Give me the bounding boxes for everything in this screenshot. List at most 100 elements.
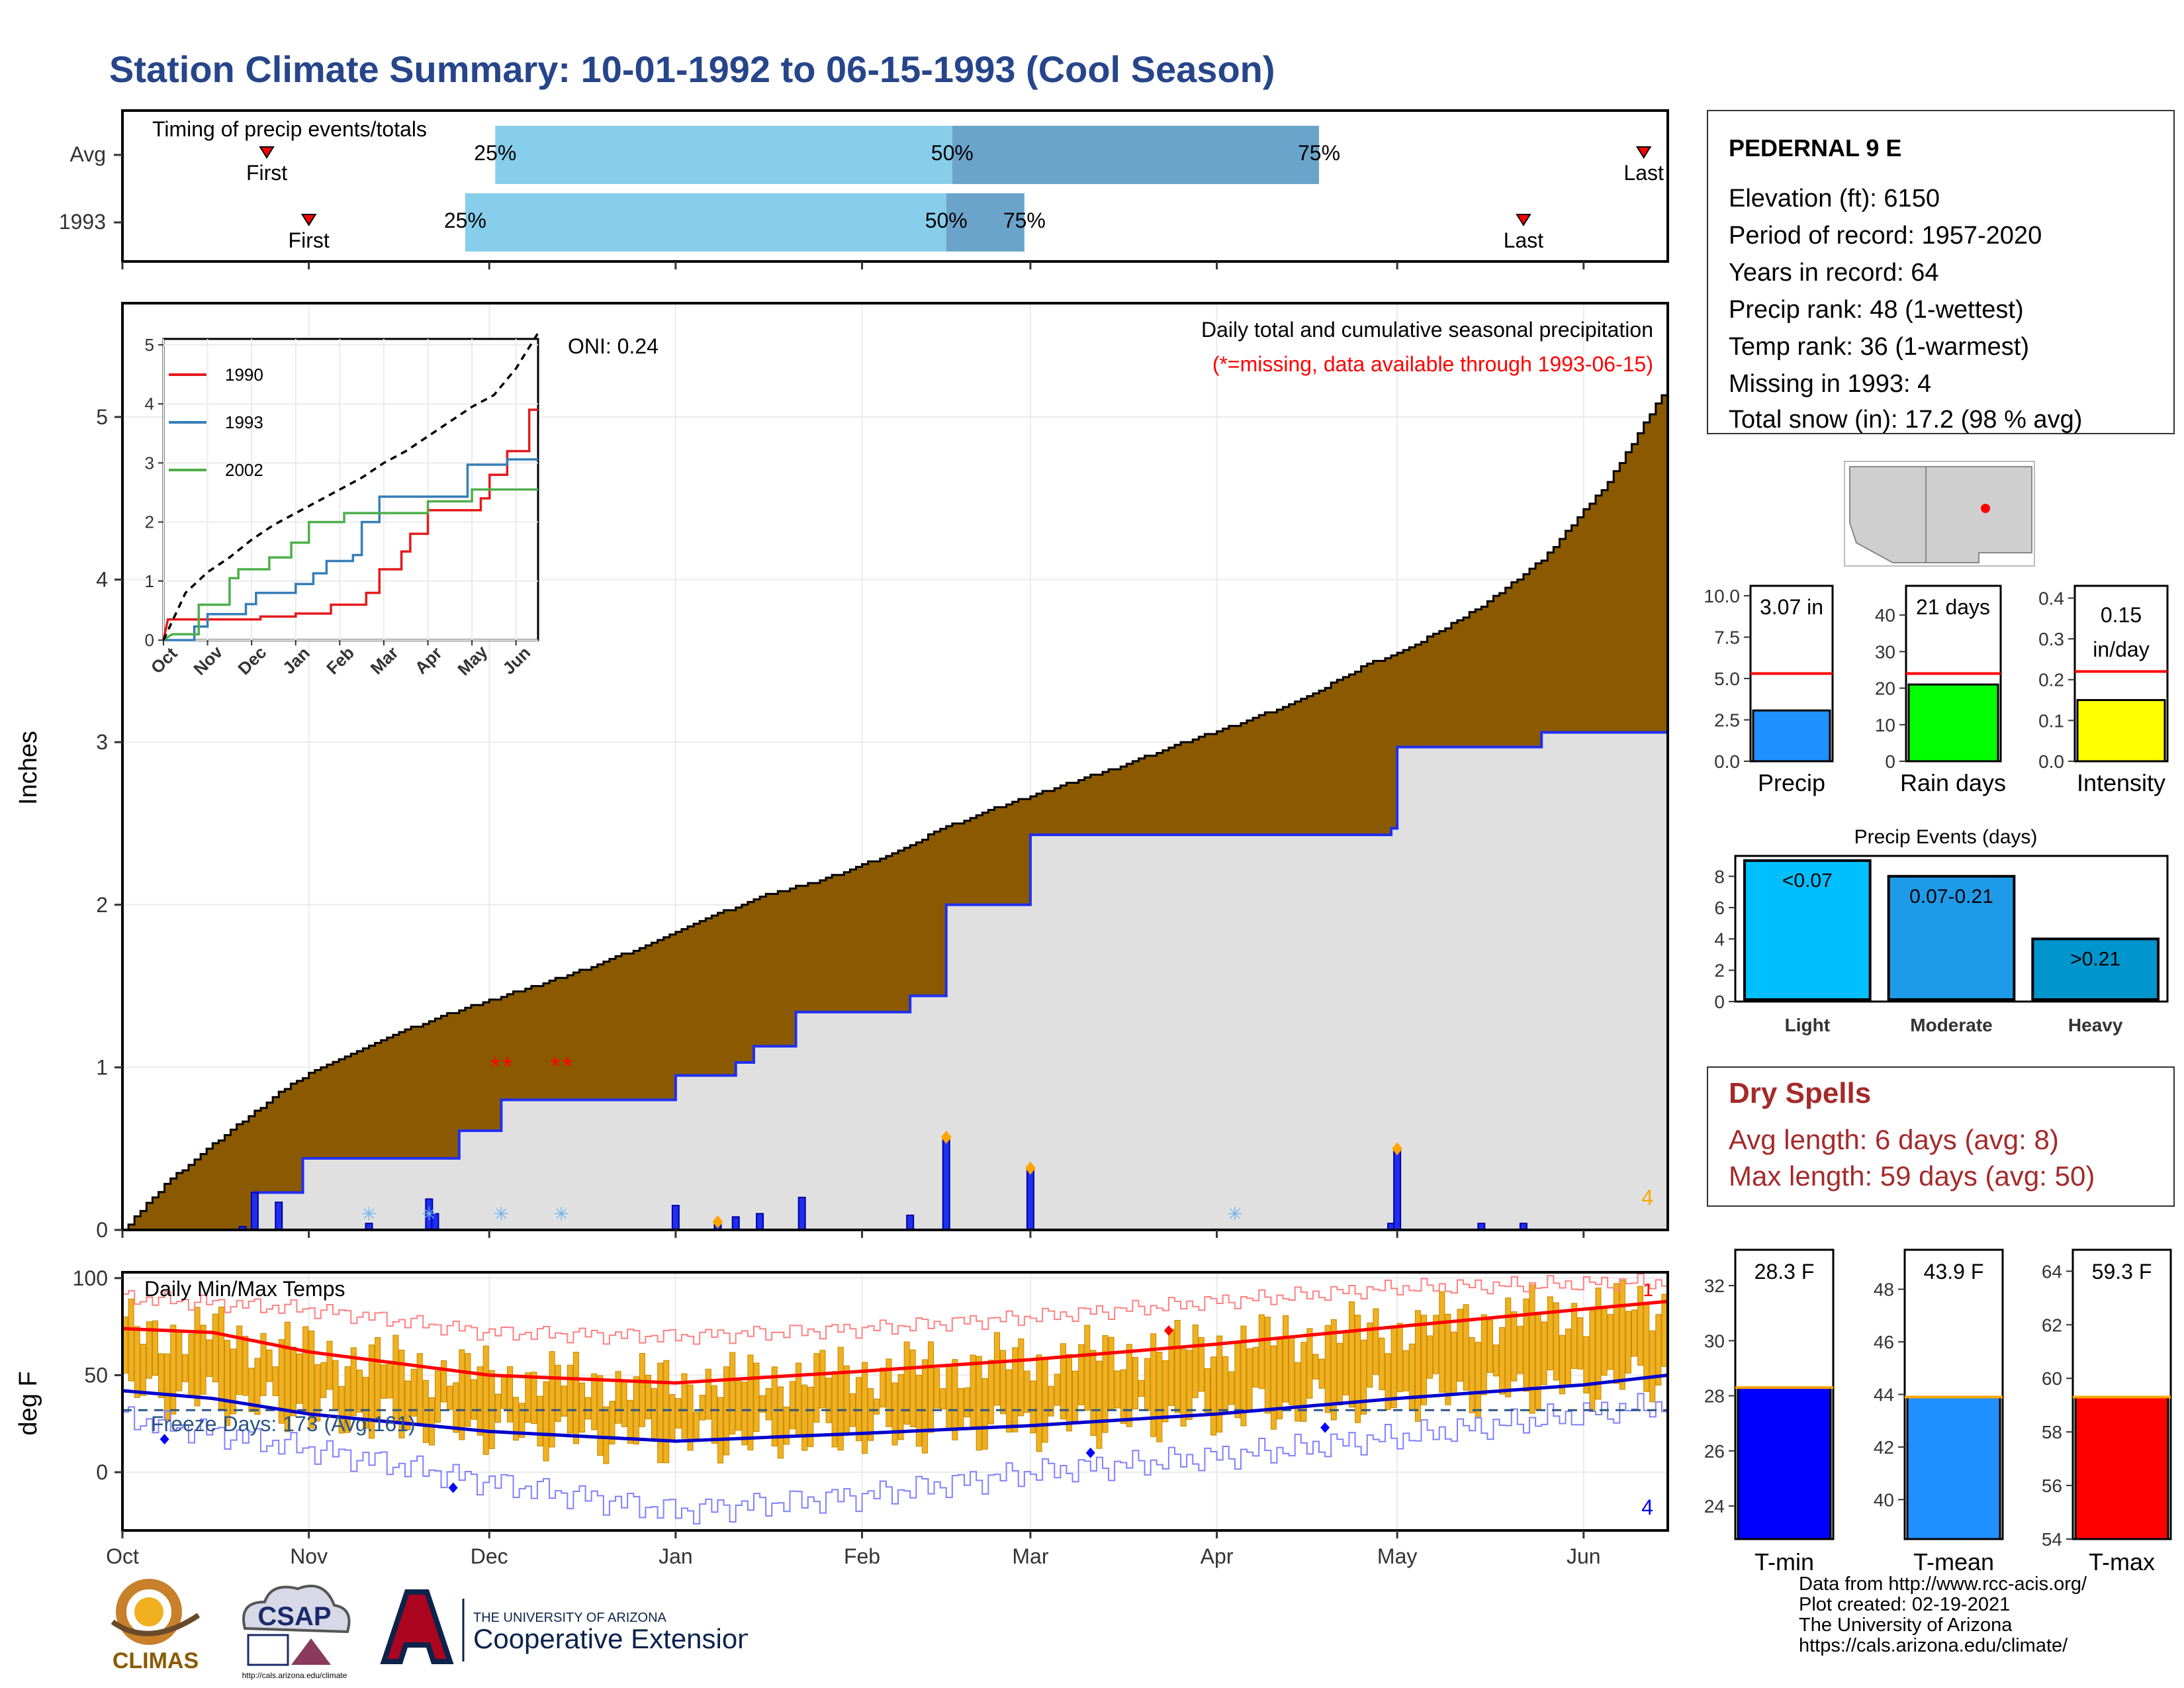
tmean-gauge-tick-label-46: 46 (1874, 1332, 1894, 1352)
tmean-gauge-tick-label-44: 44 (1874, 1385, 1894, 1405)
temp-day-bar-68 (531, 1372, 537, 1425)
temp-day-bar-159 (1078, 1344, 1085, 1405)
precip-event-marker-1993-03-01 (1024, 1161, 1036, 1175)
events-title: Precip Events (days) (1854, 826, 2038, 848)
temp-y-tick-label-100: 100 (73, 1266, 108, 1290)
temp-day-bar-165 (1114, 1370, 1120, 1409)
timing-y1993-label-75: 75% (1003, 209, 1046, 232)
temp-day-bar-199 (1318, 1358, 1325, 1389)
inset-y-ticks: 0 1 2 3 4 5 (145, 335, 163, 650)
temp-x-tick-label-jan: Jan (659, 1544, 693, 1568)
temp-day-bar-92 (675, 1398, 682, 1429)
temp-day-bar-174 (1168, 1329, 1175, 1406)
temp-day-bar-49 (416, 1353, 423, 1423)
map-station-dot (1981, 504, 1990, 513)
tmin-gauge: 24 26 28 30 32 28.3 F T-min (1704, 1248, 1835, 1575)
temp-day-bar-150 (1024, 1370, 1030, 1413)
temp-day-bar-115 (813, 1353, 820, 1423)
temp-day-bar-232 (1517, 1326, 1524, 1374)
temp-day-bar-131 (909, 1349, 916, 1427)
temp-day-bar-140 (964, 1387, 970, 1417)
temp-day-bar-223 (1463, 1304, 1469, 1391)
temp-day-bar-71 (549, 1351, 555, 1448)
temp-day-bar-21 (248, 1368, 255, 1413)
temp-day-bar-28 (290, 1346, 296, 1417)
temp-day-bar-256 (1661, 1293, 1668, 1367)
temp-day-bar-231 (1511, 1311, 1518, 1382)
temp-extreme-markers (159, 1325, 1330, 1493)
precip-y-tick-label-5: 5 (96, 405, 108, 429)
temp-day-bar-205 (1355, 1315, 1361, 1423)
daily-precip-bar-1993-01-22 (797, 1196, 806, 1231)
events-bar-label-moderate: 0.07-0.21 (1909, 886, 1993, 908)
intensity-gauge-tick-label-0.0: 0.0 (2038, 751, 2064, 772)
temp-day-bar-208 (1373, 1308, 1379, 1375)
temp-day-bar-47 (404, 1380, 411, 1430)
inset-lines (162, 332, 539, 641)
footer-logos: CLIMAS CSAP http://cals.arizona.edu/clim… (99, 1572, 748, 1685)
snow-marker-1992-12-13: ✳ (554, 1203, 569, 1224)
timing-y1993-bar-25-50 (465, 193, 946, 252)
temp-x-tick-label-feb: Feb (844, 1544, 880, 1568)
intensity-gauge: 0.0 0.1 0.2 0.3 0.4 0.15 in/day Intensity (2038, 585, 2169, 796)
data-credits: Data from http://www.rcc-acis.org/ Plot … (1799, 1574, 2087, 1656)
temp-day-bar-164 (1108, 1336, 1115, 1410)
timing-y1993-first-marker (300, 214, 317, 226)
temp-day-bar-53 (441, 1360, 447, 1403)
temp-day-bar-188 (1252, 1346, 1259, 1388)
precip-gauge-value: 3.07 in (1760, 595, 1823, 619)
dry-spells-max: Max length: 59 days (avg: 50) (1729, 1160, 2095, 1192)
tmax-gauge-tick-label-64: 64 (2042, 1261, 2062, 1282)
temp-day-bar-18 (230, 1348, 237, 1415)
temp-y-axis-label: deg F (15, 1371, 42, 1435)
temp-day-bar-25 (272, 1366, 279, 1396)
events-bar-label-light: <0.07 (1782, 870, 1833, 892)
temp-x-tick-label-apr: Apr (1201, 1544, 1234, 1568)
temp-day-bar-254 (1649, 1330, 1656, 1403)
tmean-gauge-y-ticks: 40 42 44 46 48 (1874, 1280, 1905, 1510)
events-bar-heavy (2031, 937, 2160, 1001)
inset-y-tick-label-4: 4 (145, 394, 154, 414)
temp-day-bar-142 (976, 1356, 982, 1451)
daily-precip-bar-1993-02-15 (942, 1137, 950, 1231)
temp-day-bar-39 (356, 1370, 363, 1413)
temp-day-bar-182 (1216, 1335, 1223, 1433)
temp-day-bar-204 (1348, 1301, 1355, 1408)
temp-day-bar-94 (687, 1384, 694, 1451)
temp-day-bar-184 (1228, 1371, 1235, 1405)
inset-legend-label-1990: 1990 (225, 365, 263, 385)
temp-day-bar-27 (284, 1321, 291, 1432)
temp-day-bar-29 (296, 1353, 303, 1404)
temp-day-bar-180 (1204, 1368, 1210, 1413)
temp-day-bar-11 (188, 1333, 195, 1396)
rain-gauge-tick-label-40: 40 (1875, 605, 1895, 626)
daily-precip-bar-1993-01-01 (671, 1205, 680, 1231)
temp-day-bar-122 (855, 1377, 862, 1442)
dry-spells-frame (1707, 1066, 2175, 1207)
ua-extension-logo: THE UNIVERSITY OF ARIZONA Cooperative Ex… (380, 1589, 748, 1664)
temp-day-bar-41 (369, 1344, 375, 1439)
temp-day-bar-207 (1367, 1322, 1373, 1388)
temp-day-bar-81 (609, 1401, 615, 1444)
temp-day-bar-33 (320, 1362, 327, 1398)
rain-gauge-tick-label-0: 0 (1885, 751, 1895, 772)
station-info-frame (1707, 110, 2175, 434)
missing-day-marker-1992-12-14: * (563, 1052, 573, 1081)
dry-spells-box: Dry Spells Avg length: 6 days (avg: 8) M… (1707, 1066, 2175, 1207)
temp-day-bar-210 (1385, 1353, 1391, 1411)
avg-max-line (122, 1299, 1668, 1385)
station-snow: Total snow (in): 17.2 (98 % avg) (1729, 406, 2082, 434)
temp-day-bar-157 (1066, 1354, 1073, 1432)
temp-day-bar-172 (1156, 1351, 1163, 1442)
tmax-gauge-tick-label-62: 62 (2042, 1315, 2062, 1335)
events-y-tick-label-2: 2 (1714, 961, 1725, 981)
temp-day-bar-137 (946, 1365, 952, 1430)
temp-day-bar-57 (465, 1353, 471, 1427)
temp-day-bar-19 (236, 1325, 243, 1395)
temp-day-bar-148 (1012, 1347, 1019, 1432)
precip-event-marker-1993-05-01 (1392, 1142, 1403, 1156)
temp-day-bar-35 (332, 1360, 339, 1410)
timing-row-1993-label: 1993 (59, 210, 106, 234)
